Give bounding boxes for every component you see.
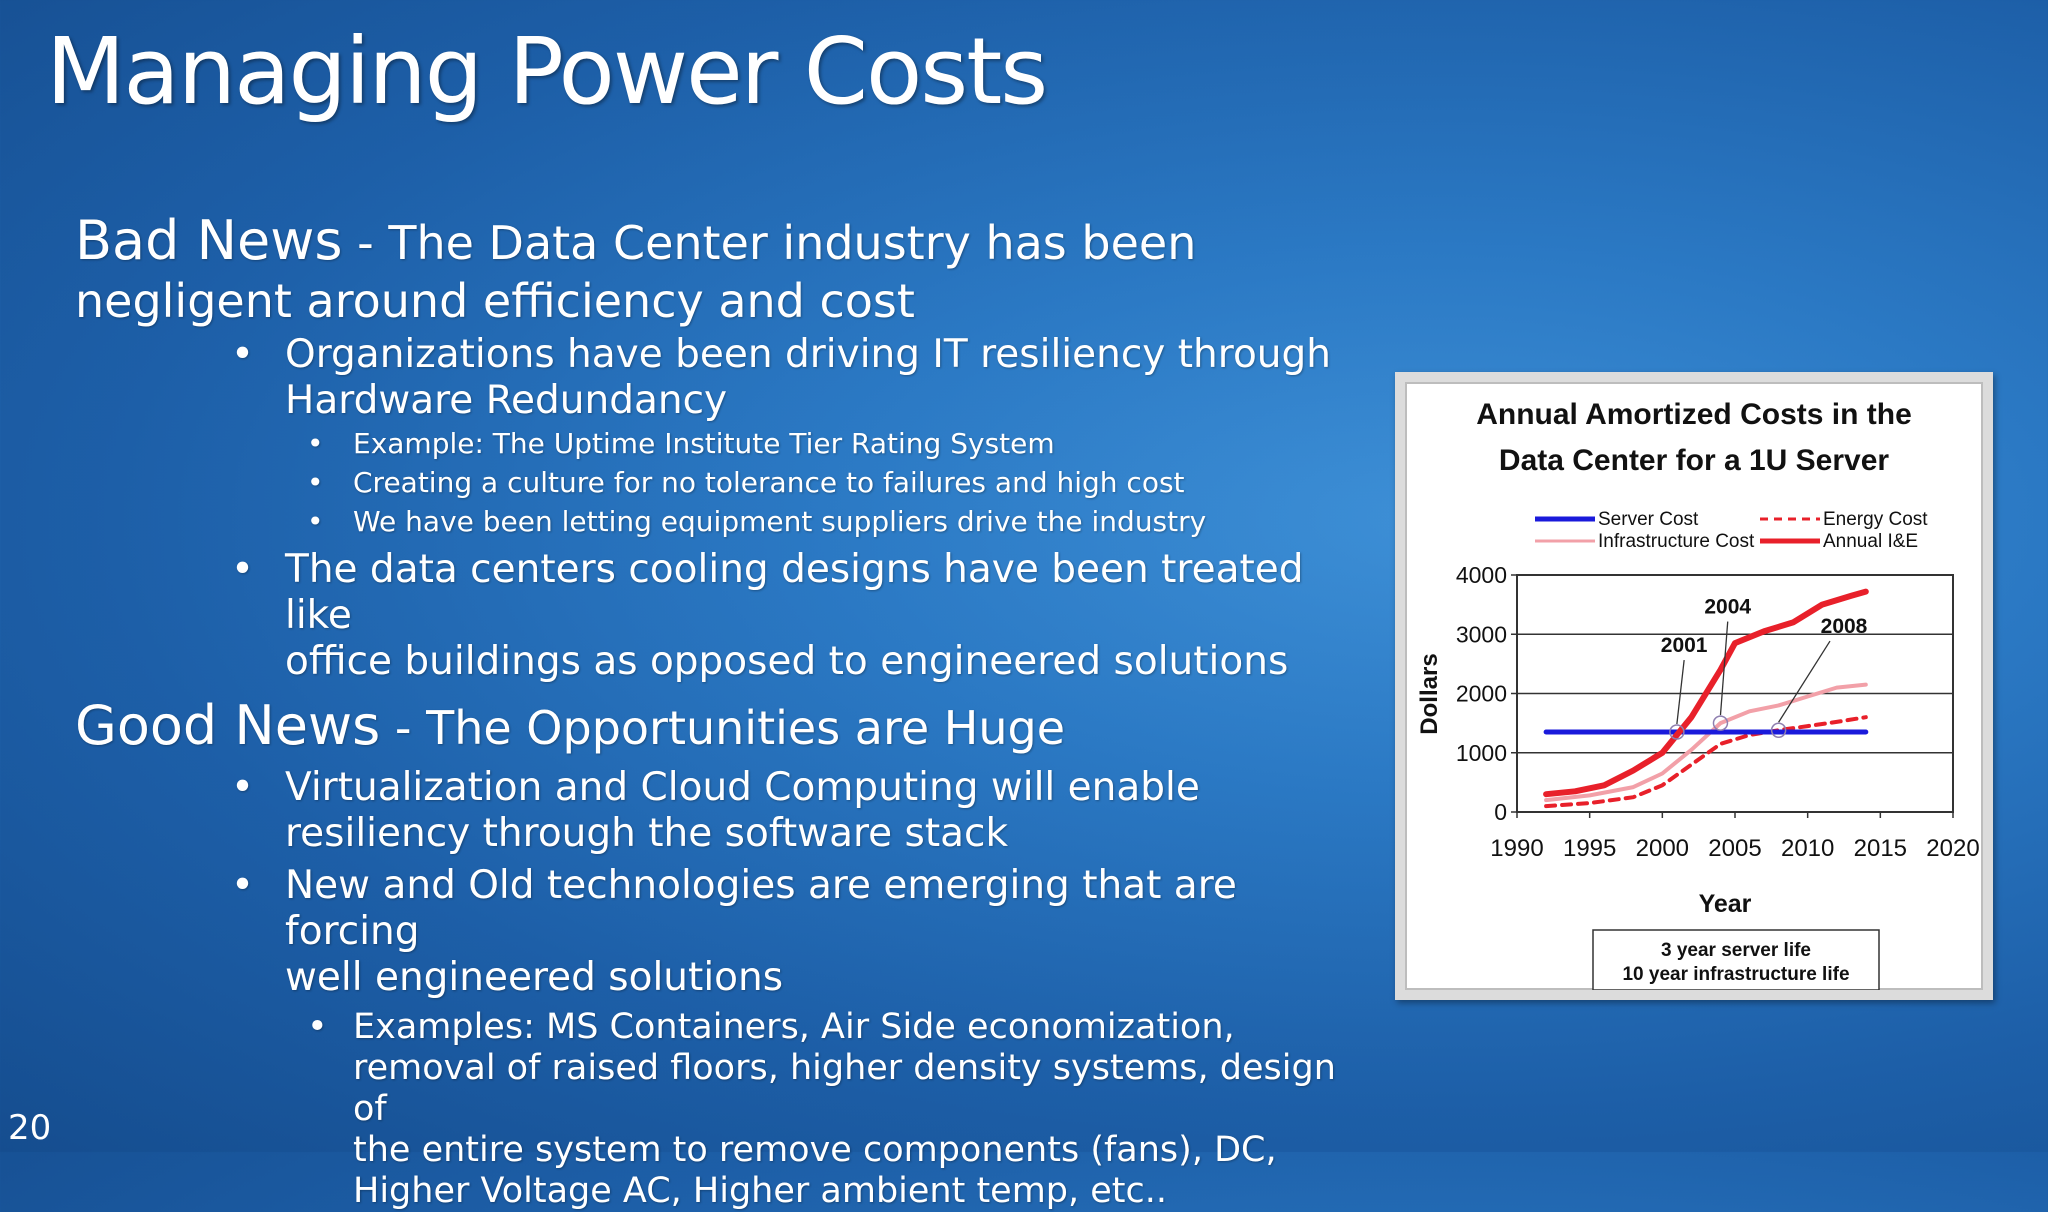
sub-bullet-line: removal of raised floors, higher density… xyxy=(353,1048,1336,1129)
slide-body: Bad News - The Data Center industry has … xyxy=(75,212,1375,1212)
bullet-glyph: • xyxy=(231,547,255,592)
bad-news-text-1: The Data Center industry has been xyxy=(388,216,1197,270)
annotation-marker xyxy=(1770,722,1787,738)
good-news-label: Good News xyxy=(75,694,381,757)
good-news-text: The Opportunities are Huge xyxy=(426,701,1066,755)
legend-label: Energy Cost xyxy=(1823,509,1928,530)
good-news-dash: - xyxy=(380,701,427,755)
chart-title-line: Data Center for a 1U Server xyxy=(1499,444,1889,477)
annotation-arrow xyxy=(1719,621,1729,716)
annotation-arrow xyxy=(1778,640,1831,723)
bullet-glyph: • xyxy=(231,863,255,908)
good-news-heading: Good News - The Opportunities are Huge xyxy=(75,697,1375,757)
slide-title: Managing Power Costs xyxy=(46,18,1048,125)
bullet-glyph: • xyxy=(231,765,255,810)
y-axis-label: Dollars xyxy=(1416,653,1443,734)
sub-bullet-item: • Examples: MS Containers, Air Side econo… xyxy=(307,1007,1375,1212)
sub-bullet-item: • Creating a culture for no tolerance to … xyxy=(307,463,1375,502)
bullet-glyph: • xyxy=(307,427,324,460)
bullet-line: The data centers cooling designs have be… xyxy=(285,547,1304,638)
chart-title-line: Annual Amortized Costs in the xyxy=(1476,398,1912,431)
bullet-glyph: • xyxy=(307,505,324,538)
sub-bullet-line: Examples: MS Containers, Air Side econom… xyxy=(353,1007,1235,1047)
annotation-marker xyxy=(1712,715,1729,731)
annotation-label: 2008 xyxy=(1821,615,1868,638)
bullet-glyph: • xyxy=(231,332,255,377)
note-line: 3 year server life xyxy=(1661,940,1811,961)
bad-news-dash: - xyxy=(342,216,389,270)
bullet-item: • Virtualization and Cloud Computing will… xyxy=(231,765,1375,857)
bullet-line: office buildings as opposed to engineere… xyxy=(285,639,1289,684)
sub-bullet-text: We have been letting equipment suppliers… xyxy=(353,505,1207,538)
bullet-item: • New and Old technologies are emerging t… xyxy=(231,863,1375,1001)
bullet-glyph: • xyxy=(307,466,324,499)
chart-figure: Annual Amortized Costs in the Data Center… xyxy=(1395,372,1993,1000)
annotation-marker xyxy=(1669,724,1685,740)
bullet-line: resiliency through the software stack xyxy=(285,811,1009,856)
x-tick-label: 2010 xyxy=(1781,835,1834,862)
note-box xyxy=(1592,929,1880,990)
annotation-label: 2001 xyxy=(1661,634,1708,657)
y-tick-label: 0 xyxy=(1494,799,1507,825)
y-tick-label: 2000 xyxy=(1456,681,1507,707)
series-line-infrastructure-cost xyxy=(1544,682,1868,803)
bullet-line: Virtualization and Cloud Computing will … xyxy=(285,765,1200,810)
sub-bullet-item: • Example: The Uptime Institute Tier Rati… xyxy=(307,424,1375,463)
y-tick-label: 3000 xyxy=(1456,621,1507,647)
bullet-line: well engineered solutions xyxy=(285,955,784,1000)
y-tick-label: 4000 xyxy=(1456,562,1507,588)
cost-chart: Annual Amortized Costs in the Data Center… xyxy=(1416,398,1980,990)
bullet-line: New and Old technologies are emerging th… xyxy=(285,863,1237,954)
sub-bullet-text: Example: The Uptime Institute Tier Ratin… xyxy=(353,427,1055,460)
sub-bullet-line: Higher Voltage AC, Higher ambient temp, … xyxy=(353,1171,1168,1211)
bullet-line: Hardware Redundancy xyxy=(285,378,728,423)
x-tick-label: 2015 xyxy=(1854,835,1907,862)
bullet-glyph: • xyxy=(307,1007,328,1047)
legend-label: Server Cost xyxy=(1598,509,1699,530)
y-tick-label: 1000 xyxy=(1456,740,1507,766)
series-line-energy-cost xyxy=(1544,715,1868,809)
x-tick-label: 2005 xyxy=(1708,835,1761,862)
bullet-item: • Organizations have been driving IT resi… xyxy=(231,332,1375,424)
page-number: 20 xyxy=(8,1108,52,1148)
legend-label: Infrastructure Cost xyxy=(1598,531,1755,552)
note-line: 10 year infrastructure life xyxy=(1622,964,1849,985)
annotation-arrow xyxy=(1676,659,1685,725)
sub-bullet-text: Creating a culture for no tolerance to f… xyxy=(353,466,1185,499)
sub-bullet-item: • We have been letting equipment supplier… xyxy=(307,502,1375,541)
x-axis-label: Year xyxy=(1699,890,1752,918)
annotation-label: 2004 xyxy=(1704,596,1751,619)
legend-label: Annual I&E xyxy=(1823,531,1918,552)
series-line-annual-i-e xyxy=(1543,588,1869,798)
bad-news-label: Bad News xyxy=(75,209,343,272)
bullet-item: • The data centers cooling designs have b… xyxy=(231,547,1375,685)
bad-news-heading: Bad News - The Data Center industry has … xyxy=(75,212,1375,330)
bad-news-text-2: negligent around efficiency and cost xyxy=(75,274,915,328)
x-tick-label: 1990 xyxy=(1490,835,1543,862)
x-tick-label: 1995 xyxy=(1563,835,1616,862)
sub-bullet-line: the entire system to remove components (… xyxy=(353,1130,1277,1170)
bullet-line: Organizations have been driving IT resil… xyxy=(285,332,1331,377)
x-tick-label: 2020 xyxy=(1926,835,1979,862)
x-tick-label: 2000 xyxy=(1636,835,1689,862)
